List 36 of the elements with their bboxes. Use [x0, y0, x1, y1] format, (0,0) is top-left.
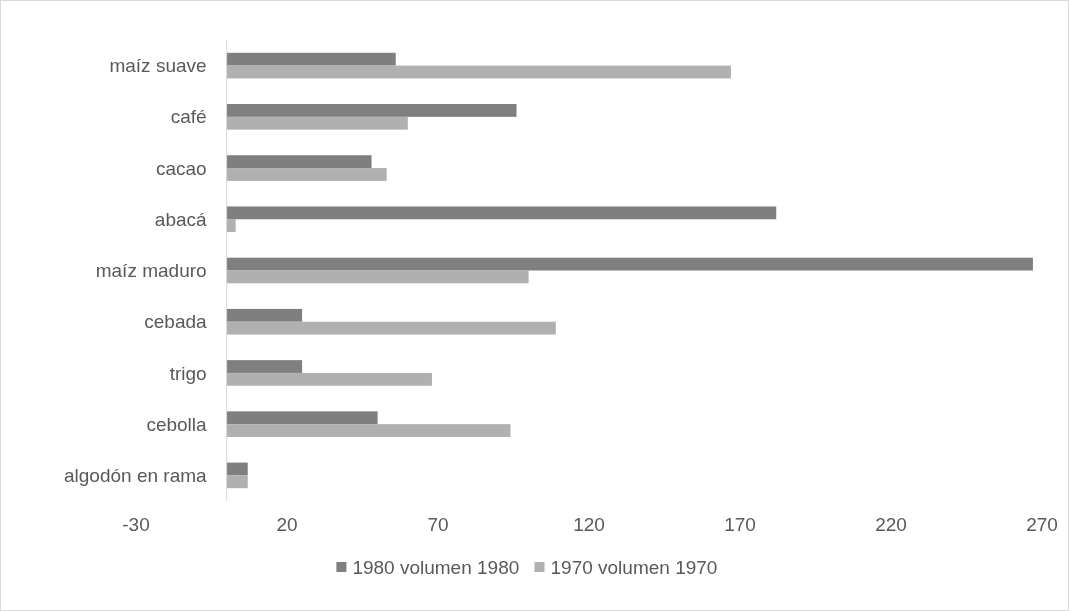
- y-tick-label: cacao: [155, 157, 207, 179]
- x-tick-label: 170: [724, 514, 756, 535]
- bar: [226, 475, 248, 489]
- y-tick-label: algodón en rama: [63, 465, 208, 487]
- y-tick-label: maíz maduro: [95, 260, 207, 282]
- bar: [226, 219, 236, 233]
- x-tick-label: 20: [276, 514, 298, 535]
- x-tick-label: 220: [875, 514, 907, 535]
- y-tick-label: cebada: [144, 311, 208, 333]
- bar: [226, 360, 303, 373]
- bar: [226, 308, 303, 322]
- y-tick-label: maíz suave: [109, 55, 207, 77]
- bar: [226, 424, 511, 437]
- bar: [226, 104, 517, 117]
- legend-label: 1980 volumen 1980: [352, 556, 520, 578]
- y-tick-label: café: [170, 106, 207, 128]
- x-tick-label: 70: [427, 514, 449, 535]
- bar: [226, 65, 731, 79]
- x-tick-label: 120: [573, 514, 605, 535]
- bar: [226, 52, 396, 66]
- x-tick-label: 270: [1026, 514, 1058, 535]
- bar: [226, 411, 378, 425]
- x-tick-label: -30: [122, 514, 150, 535]
- y-tick-label: trigo: [169, 362, 207, 384]
- bar: [226, 321, 556, 335]
- bar: [226, 462, 248, 476]
- y-tick-label: abacá: [154, 208, 208, 230]
- bar: [226, 257, 1033, 271]
- bar: [226, 206, 777, 220]
- legend-label: 1970 volumen 1970: [550, 556, 718, 578]
- bar: [226, 372, 432, 386]
- bar: [226, 116, 408, 130]
- bar: [226, 155, 372, 169]
- bar: [226, 270, 529, 284]
- y-tick-label: cebolla: [146, 413, 208, 435]
- bar: [226, 168, 387, 181]
